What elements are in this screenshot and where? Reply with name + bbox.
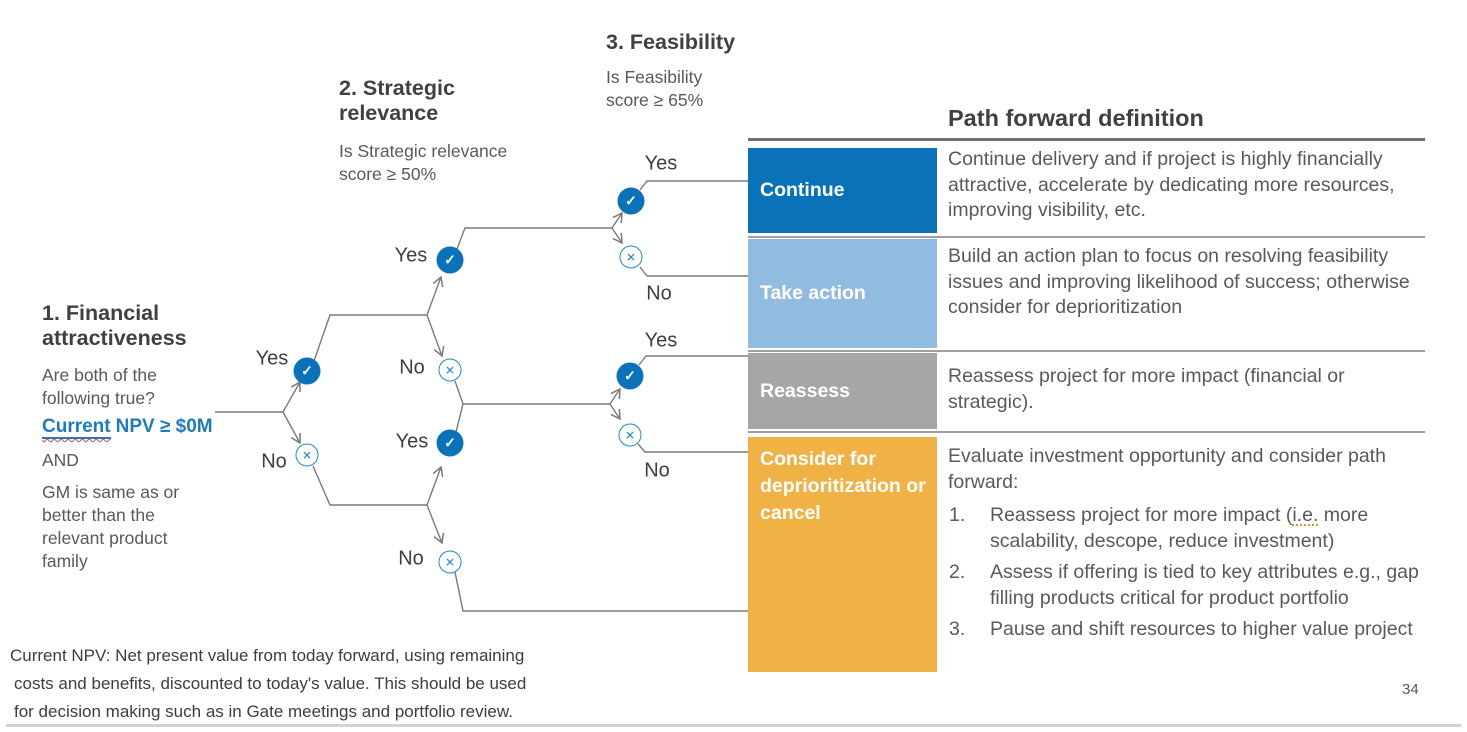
feasibility-question: Is Feasibility score ≥ 65% xyxy=(606,67,704,111)
outcome-box-take-action: Take action xyxy=(748,239,937,348)
label-strategic-yes-upper: Yes xyxy=(394,244,428,267)
outcome-label: Continue xyxy=(760,179,845,202)
label-strategic-no-lower: No xyxy=(398,547,424,570)
check-icon: ✓ xyxy=(436,429,464,457)
list-number: 3. xyxy=(949,618,966,640)
list-number: 1. xyxy=(949,504,966,526)
label-feasibility-no-upper: No xyxy=(646,282,672,305)
row-divider xyxy=(748,431,1425,433)
slide-bottom-border xyxy=(6,724,1461,727)
check-glyph: ✓ xyxy=(444,251,456,268)
npv-highlighted-word: Current xyxy=(42,416,111,439)
label-feasibility-yes-lower: Yes xyxy=(644,329,678,352)
check-glyph: ✓ xyxy=(444,434,456,451)
outcome-box-continue: Continue xyxy=(748,148,937,233)
definition-deprioritize: Evaluate investment opportunity and cons… xyxy=(936,444,1430,643)
check-icon: ✓ xyxy=(436,246,464,274)
x-icon: ✕ xyxy=(295,443,319,467)
outcome-label: Consider for deprioritization or cancel xyxy=(760,448,926,524)
x-glyph: ✕ xyxy=(444,363,456,377)
strategic-title: 2. Strategic relevance xyxy=(339,76,455,125)
footnote-line: for decision making such as in Gate meet… xyxy=(14,702,513,721)
row-divider xyxy=(748,350,1425,352)
deprioritize-intro: Evaluate investment opportunity and cons… xyxy=(948,445,1386,493)
definition-reassess: Reassess project for more impact (financ… xyxy=(948,365,1345,413)
outcome-label: Take action xyxy=(760,282,866,305)
x-icon: ✕ xyxy=(438,358,462,382)
outcome-label: Reassess xyxy=(760,379,850,402)
check-glyph: ✓ xyxy=(625,192,637,209)
footnote: Current NPV: Net present value from toda… xyxy=(10,642,550,726)
list-item-text: Pause and shift resources to higher valu… xyxy=(990,618,1413,640)
outcome-box-reassess: Reassess xyxy=(748,353,937,429)
x-glyph: ✕ xyxy=(444,555,456,569)
table-header-rule xyxy=(748,138,1425,141)
label-financial-no: No xyxy=(261,450,287,473)
label-feasibility-yes-upper: Yes xyxy=(644,152,678,175)
x-glyph: ✕ xyxy=(301,448,313,462)
check-icon: ✓ xyxy=(617,187,645,215)
financial-title: 1. Financial attractiveness xyxy=(42,301,187,350)
footnote-line: Current NPV: Net present value from toda… xyxy=(10,646,525,665)
check-icon: ✓ xyxy=(293,357,321,385)
x-icon: ✕ xyxy=(618,423,642,447)
financial-npv-condition: Current NPV ≥ $0M xyxy=(42,416,213,439)
label-feasibility-no-lower: No xyxy=(644,459,670,482)
strategic-question: Is Strategic relevance score ≥ 50% xyxy=(339,141,508,185)
item-text-pre: Reassess project for more impact ( xyxy=(990,504,1293,526)
x-glyph: ✕ xyxy=(624,428,636,442)
x-glyph: ✕ xyxy=(625,250,637,264)
list-item: 1. Reassess project for more impact (i.e… xyxy=(936,503,1430,554)
item-text-post: more scalability, descope, reduce invest… xyxy=(990,504,1369,552)
label-strategic-no-upper: No xyxy=(399,356,425,379)
financial-condition2: GM is same as or better than the relevan… xyxy=(42,482,180,572)
definition-take-action: Build an action plan to focus on resolvi… xyxy=(948,245,1410,318)
check-glyph: ✓ xyxy=(624,367,636,384)
check-icon: ✓ xyxy=(616,362,644,390)
list-item-text: Reassess project for more impact (i.e. m… xyxy=(990,503,1430,554)
feasibility-title: 3. Feasibility xyxy=(606,30,736,54)
definition-continue: Continue delivery and if project is high… xyxy=(948,148,1395,221)
label-financial-yes: Yes xyxy=(255,347,289,370)
x-icon: ✕ xyxy=(438,550,462,574)
check-glyph: ✓ xyxy=(301,362,313,379)
npv-condition-rest: NPV ≥ $0M xyxy=(115,416,213,437)
list-item-text: Assess if offering is tied to key attrib… xyxy=(990,561,1419,609)
list-item: 3. Pause and shift resources to higher v… xyxy=(936,617,1430,643)
row-divider xyxy=(748,236,1425,238)
page-number: 34 xyxy=(1402,681,1419,698)
x-icon: ✕ xyxy=(619,245,643,269)
item-text-ie: i.e. xyxy=(1292,504,1319,526)
financial-and-label: AND xyxy=(42,450,79,470)
list-item: 2. Assess if offering is tied to key att… xyxy=(936,560,1430,611)
financial-question: Are both of the following true? xyxy=(42,365,157,409)
table-header: Path forward definition xyxy=(948,105,1204,131)
label-strategic-yes-lower: Yes xyxy=(395,430,429,453)
outcome-box-deprioritize: Consider for deprioritization or cancel xyxy=(748,437,937,672)
footnote-line: costs and benefits, discounted to today'… xyxy=(14,674,527,693)
list-number: 2. xyxy=(949,561,966,583)
